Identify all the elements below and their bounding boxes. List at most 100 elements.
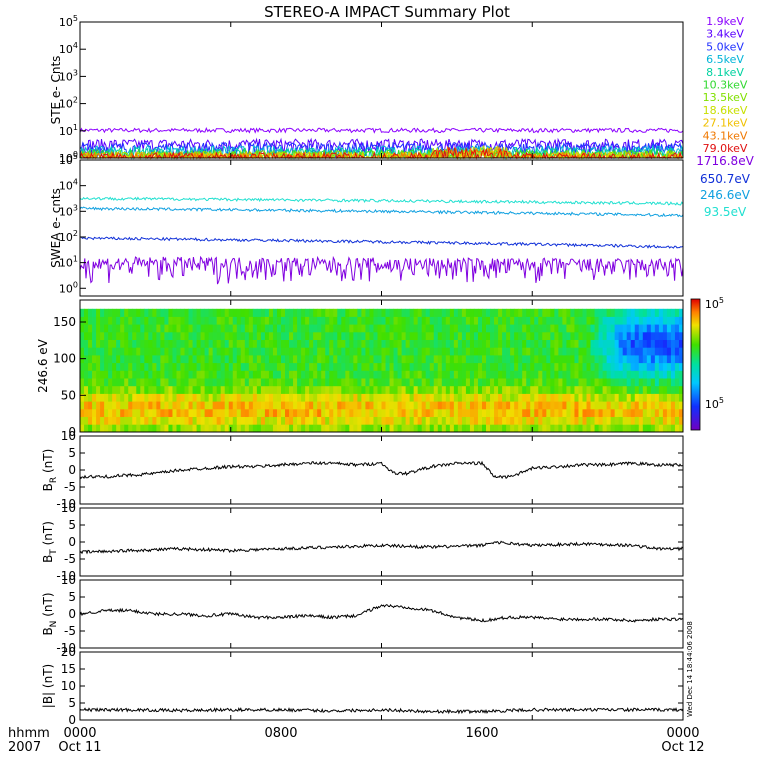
heatmap-cell bbox=[502, 370, 507, 379]
heatmap-cell bbox=[329, 401, 334, 410]
heatmap-cell bbox=[313, 308, 318, 317]
heatmap-cell bbox=[313, 331, 318, 340]
heatmap-cell bbox=[212, 308, 218, 317]
heatmap-cell bbox=[188, 308, 193, 317]
heatmap-cell bbox=[502, 324, 507, 333]
heatmap-cell bbox=[570, 370, 575, 379]
heatmap-cell bbox=[100, 393, 105, 402]
heatmap-cell bbox=[498, 416, 503, 425]
heatmap-cell bbox=[453, 347, 459, 356]
heatmap-cell bbox=[658, 408, 664, 417]
heatmap-cell bbox=[542, 362, 547, 371]
heatmap-cell bbox=[558, 385, 563, 394]
heatmap-cell bbox=[622, 424, 628, 433]
heatmap-cell bbox=[546, 424, 551, 433]
heatmap-cell bbox=[654, 339, 660, 348]
heatmap-cell bbox=[514, 316, 519, 325]
heatmap-cell bbox=[281, 393, 286, 402]
heatmap-cell bbox=[465, 355, 471, 364]
heatmap-cell bbox=[184, 339, 189, 348]
heatmap-cell bbox=[413, 416, 419, 425]
heatmap-cell bbox=[453, 393, 459, 402]
heatmap-cell bbox=[156, 424, 161, 433]
heatmap-cell bbox=[658, 416, 664, 425]
heatmap-cell bbox=[132, 308, 137, 317]
heatmap-cell bbox=[662, 355, 668, 364]
heatmap-cell bbox=[236, 324, 242, 333]
heatmap-cell bbox=[650, 362, 656, 371]
heatmap-cell bbox=[385, 331, 390, 340]
heatmap-cell bbox=[160, 331, 165, 340]
heatmap-cell bbox=[586, 308, 591, 317]
swea-series-line bbox=[79, 236, 684, 249]
heatmap-cell bbox=[297, 331, 302, 340]
heatmap-cell bbox=[522, 378, 527, 387]
heatmap-cell bbox=[196, 316, 201, 325]
heatmap-cell bbox=[518, 378, 523, 387]
heatmap-cell bbox=[546, 339, 551, 348]
heatmap-cell bbox=[256, 385, 262, 394]
heatmap-cell bbox=[248, 339, 254, 348]
heatmap-cell bbox=[276, 408, 282, 417]
heatmap-cell bbox=[317, 378, 322, 387]
heatmap-cell bbox=[598, 424, 603, 433]
heatmap-cell bbox=[510, 393, 515, 402]
heatmap-cell bbox=[204, 324, 210, 333]
heatmap-cell bbox=[180, 385, 185, 394]
heatmap-cell bbox=[345, 362, 350, 371]
heatmap-cell bbox=[634, 370, 640, 379]
heatmap-cell bbox=[80, 401, 85, 410]
heatmap-cell bbox=[276, 401, 282, 410]
heatmap-cell bbox=[465, 316, 471, 325]
field-tick-label: -5 bbox=[64, 480, 76, 494]
heatmap-cell bbox=[321, 378, 326, 387]
heatmap-cell bbox=[301, 385, 306, 394]
heatmap-cell bbox=[124, 385, 129, 394]
heatmap-cell bbox=[192, 308, 197, 317]
heatmap-cell bbox=[562, 339, 567, 348]
heatmap-cell bbox=[349, 331, 354, 340]
heatmap-cell bbox=[486, 416, 491, 425]
heatmap-cell bbox=[365, 393, 370, 402]
heatmap-cell bbox=[622, 316, 628, 325]
heatmap-cell bbox=[646, 308, 652, 317]
time-axis-year-label: 2007 bbox=[8, 740, 41, 755]
heatmap-cell bbox=[216, 385, 222, 394]
heatmap-cell bbox=[477, 401, 483, 410]
heatmap-cell bbox=[337, 408, 342, 417]
heatmap-cell bbox=[184, 393, 189, 402]
heatmap-cell bbox=[506, 308, 511, 317]
heatmap-cell bbox=[309, 370, 314, 379]
heatmap-cell bbox=[341, 316, 346, 325]
heatmap-cell bbox=[337, 416, 342, 425]
heatmap-cell bbox=[530, 347, 535, 356]
heatmap-cell bbox=[397, 385, 402, 394]
heatmap-cell bbox=[100, 401, 105, 410]
heatmap-cell bbox=[429, 355, 435, 364]
heatmap-cell bbox=[550, 347, 555, 356]
heatmap-cell bbox=[172, 339, 177, 348]
heatmap-cell bbox=[490, 347, 495, 356]
heatmap-cell bbox=[104, 424, 109, 433]
heatmap-cell bbox=[598, 362, 603, 371]
heatmap-cell bbox=[272, 324, 278, 333]
heatmap-cell bbox=[100, 324, 105, 333]
heatmap-cell bbox=[598, 393, 603, 402]
heatmap-cell bbox=[272, 316, 278, 325]
heatmap-cell bbox=[562, 355, 567, 364]
heatmap-cell bbox=[164, 424, 169, 433]
heatmap-cell bbox=[212, 408, 218, 417]
heatmap-cell bbox=[104, 331, 109, 340]
heatmap-cell bbox=[168, 401, 173, 410]
heatmap-cell bbox=[345, 308, 350, 317]
heatmap-cell bbox=[650, 308, 656, 317]
heatmap-cell bbox=[574, 347, 579, 356]
heatmap-cell bbox=[160, 416, 165, 425]
heatmap-cell bbox=[84, 401, 89, 410]
heatmap-cell bbox=[309, 416, 314, 425]
heatmap-cell bbox=[281, 316, 286, 325]
heatmap-cell bbox=[377, 401, 382, 410]
heatmap-cell bbox=[590, 370, 595, 379]
heatmap-cell bbox=[124, 308, 129, 317]
heatmap-cell bbox=[357, 385, 362, 394]
